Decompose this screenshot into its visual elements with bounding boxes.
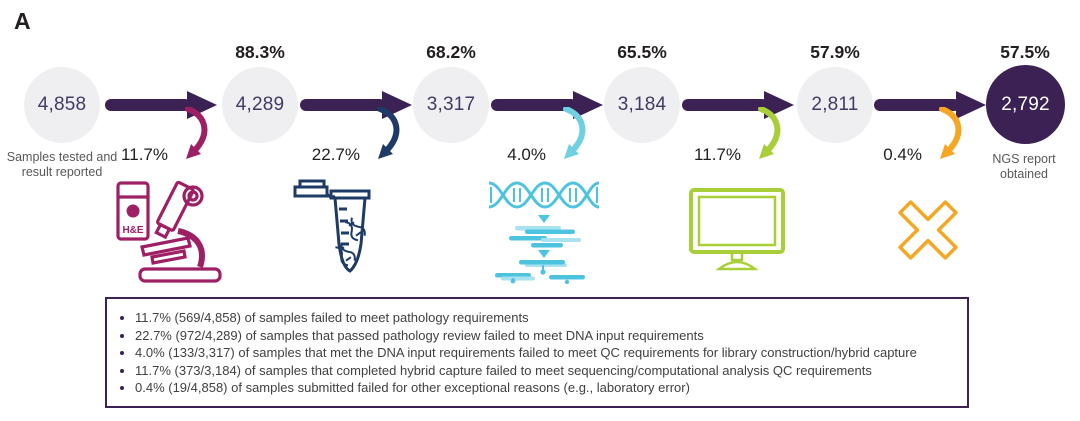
pass-rate-label: 68.2% bbox=[426, 42, 476, 62]
monitor-icon bbox=[689, 188, 785, 271]
dropout-rate-label: 11.7% bbox=[694, 145, 741, 164]
dropout-rate-label: 0.4% bbox=[883, 145, 922, 164]
dropout-arrow bbox=[939, 107, 962, 159]
slide-label: H&E bbox=[122, 225, 143, 236]
stage-circle-samples-tested: 4,858 bbox=[24, 67, 100, 143]
stage-value: 3,184 bbox=[617, 94, 667, 115]
dropout-arrow bbox=[563, 107, 586, 159]
tube-icon bbox=[293, 179, 371, 273]
flow-arrow bbox=[874, 91, 986, 119]
stage-circle-passed-library-qc: 3,184 bbox=[604, 67, 680, 143]
stage-sublabel: Samples tested and result reported bbox=[6, 150, 118, 179]
stage-value: 3,317 bbox=[426, 94, 476, 115]
stage-circle-ngs-report: 2,792 bbox=[986, 65, 1065, 144]
panel-label: A bbox=[14, 8, 31, 34]
stage-circle-passed-pathology: 4,289 bbox=[222, 67, 298, 143]
stage-value: 4,289 bbox=[235, 94, 285, 115]
dropout-rate-label: 4.0% bbox=[507, 145, 546, 164]
flow-arrow bbox=[491, 91, 603, 119]
dna-reads-icon bbox=[488, 181, 600, 284]
footnote-item: 11.7% (373/3,184) of samples that comple… bbox=[135, 362, 957, 380]
pass-rate-label: 57.5% bbox=[1000, 42, 1050, 62]
footnote-item: 4.0% (133/3,317) of samples that met the… bbox=[135, 344, 957, 362]
footnotes-box: 11.7% (569/4,858) of samples failed to m… bbox=[105, 297, 969, 408]
microscope-icon: H&E bbox=[116, 180, 222, 283]
footnote-item: 22.7% (972/4,289) of samples that passed… bbox=[135, 327, 957, 345]
pass-rate-label: 88.3% bbox=[235, 42, 285, 62]
dropout-arrow bbox=[377, 107, 400, 159]
cross-icon bbox=[898, 200, 958, 260]
footnotes-list: 11.7% (569/4,858) of samples failed to m… bbox=[107, 309, 967, 397]
stage-sublabel: NGS report obtained bbox=[992, 152, 1056, 181]
pass-rate-label: 65.5% bbox=[617, 42, 667, 62]
stage-value: 4,858 bbox=[37, 94, 87, 115]
footnote-item: 11.7% (569/4,858) of samples failed to m… bbox=[135, 309, 957, 327]
dropout-rate-label: 11.7% bbox=[121, 145, 168, 164]
dropout-arrow bbox=[758, 107, 781, 159]
dropout-rate-label: 22.7% bbox=[311, 145, 360, 164]
stage-circle-met-dna-input: 3,317 bbox=[413, 67, 489, 143]
stage-circle-passed-sequencing-qc: 2,811 bbox=[797, 67, 873, 143]
pass-rate-label: 57.9% bbox=[810, 42, 860, 62]
stage-value: 2,792 bbox=[1001, 93, 1050, 115]
stage-value: 2,811 bbox=[811, 94, 859, 115]
footnote-item: 0.4% (19/4,858) of samples submitted fai… bbox=[135, 379, 957, 397]
dropout-arrow bbox=[185, 107, 208, 159]
